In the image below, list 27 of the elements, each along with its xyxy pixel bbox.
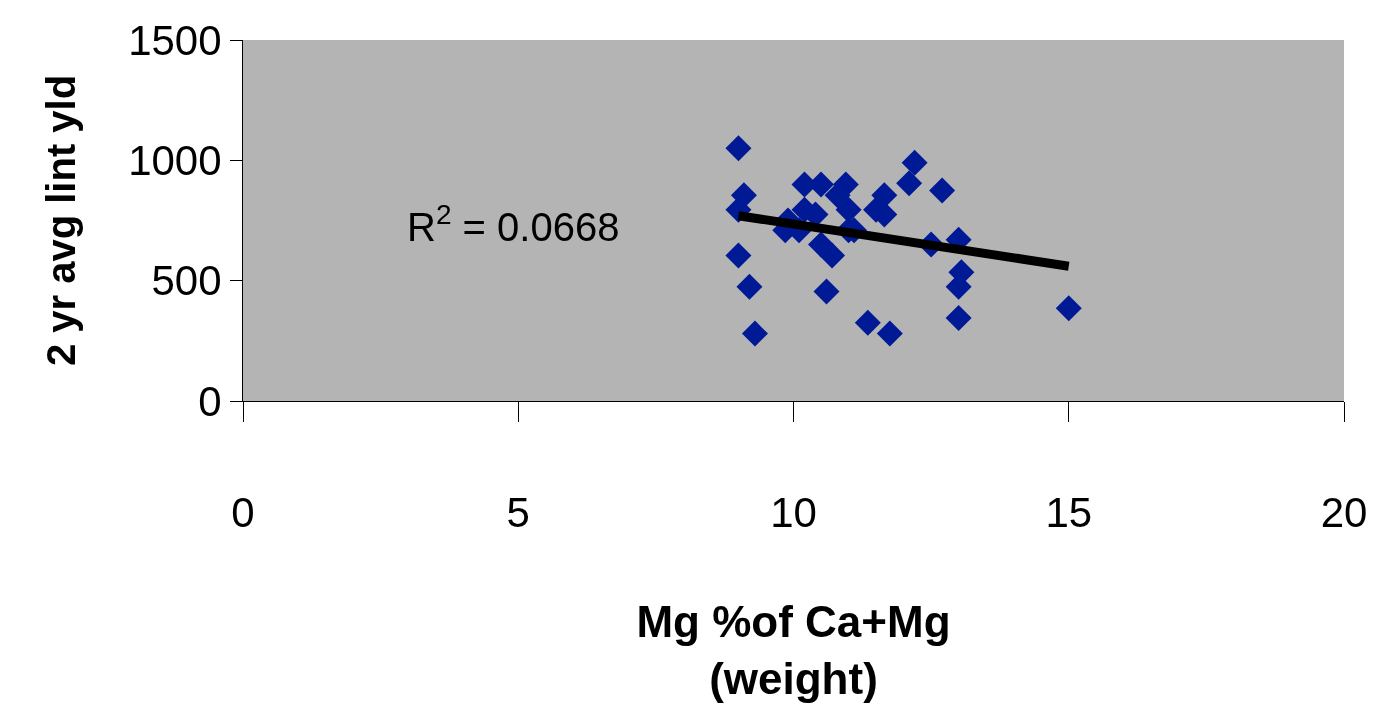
x-tick-label: 15 [1045,489,1093,537]
x-tick-label: 20 [1320,489,1368,537]
point [929,177,956,204]
point [835,196,862,223]
y-tick-label: 0 [198,377,222,425]
point [896,170,923,197]
y-tick-label: 500 [151,257,222,305]
x-tick-label: 5 [506,489,530,537]
y-axis-title: 2 yr avg lint yld [38,74,83,367]
x-tick-label: 0 [231,489,255,537]
point [901,149,928,176]
point [725,135,752,162]
point [1055,295,1082,322]
x-tick-label: 10 [770,489,817,537]
point [854,309,881,336]
point [736,273,763,300]
point [819,242,846,269]
point [945,304,972,331]
annotation: R$^{2}$ = 0.0668 [407,199,620,249]
point [876,320,903,347]
x-axis-title: Mg %of Ca+Mg (weight) [636,596,951,703]
y-tick-label: 1500 [128,16,222,64]
point [725,242,752,269]
y-tick-label: 1000 [128,137,222,185]
point [741,320,768,347]
point [824,182,851,209]
point [813,278,840,305]
